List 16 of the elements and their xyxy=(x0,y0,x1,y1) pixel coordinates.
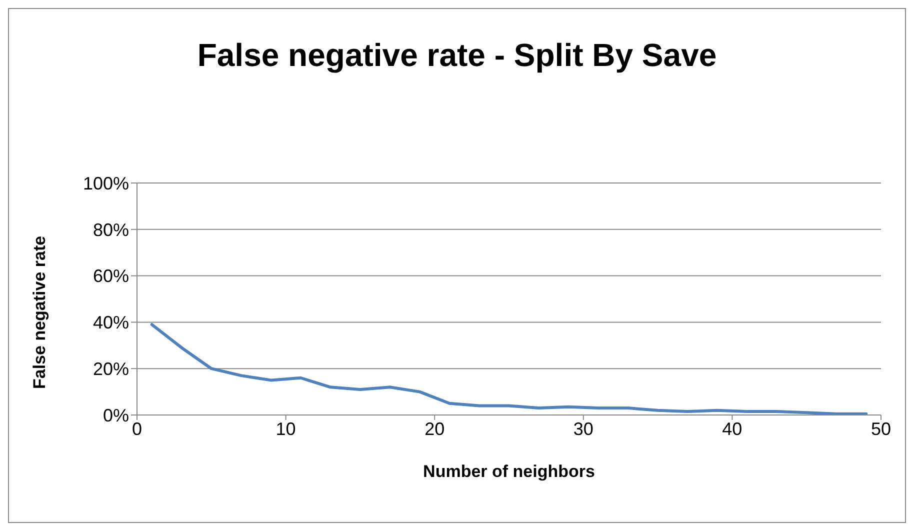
y-tick-label: 100% xyxy=(82,173,129,194)
y-axis-title: False negative rate xyxy=(30,236,50,389)
x-tick-label: 40 xyxy=(722,418,742,439)
x-tick-label: 50 xyxy=(870,418,892,439)
x-tick-label: 0 xyxy=(132,418,142,439)
x-tick-label: 10 xyxy=(276,418,296,439)
x-axis-title: Number of neighbors xyxy=(423,462,595,481)
x-tick-label: 20 xyxy=(424,418,445,439)
chart-title: False negative rate - Split By Save xyxy=(196,37,718,74)
y-tick-label: 80% xyxy=(92,220,129,240)
y-tick-label: 60% xyxy=(92,266,129,286)
y-tick-label: 40% xyxy=(92,312,129,333)
y-tick-label: 20% xyxy=(92,358,129,379)
y-tick-label: 0% xyxy=(102,405,129,426)
x-tick-label: 30 xyxy=(573,418,594,439)
line-series xyxy=(150,323,868,415)
